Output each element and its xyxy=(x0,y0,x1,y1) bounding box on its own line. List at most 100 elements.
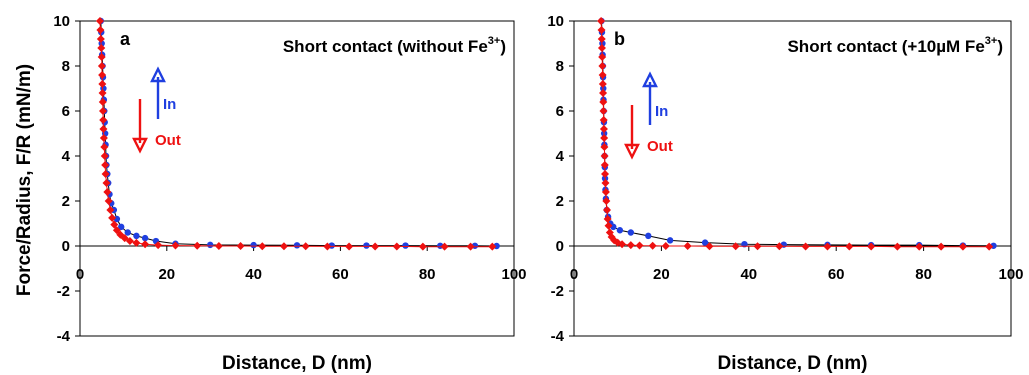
y-tick-label: 4 xyxy=(62,148,71,165)
series-out xyxy=(597,17,994,251)
data-point-out xyxy=(103,188,112,196)
data-point-out xyxy=(603,215,612,223)
data-point-out xyxy=(171,241,180,250)
data-point-in xyxy=(627,229,635,236)
y-tick-label: 6 xyxy=(556,103,564,120)
plot-frame xyxy=(573,20,1012,337)
y-tick-label: 8 xyxy=(62,58,70,75)
data-point-out xyxy=(301,242,310,251)
data-point-out xyxy=(599,98,608,106)
panel-title-main: Short contact (without Fe xyxy=(283,37,488,56)
data-point-out xyxy=(98,98,107,106)
data-point-out xyxy=(602,206,611,214)
data-point-out xyxy=(598,62,607,70)
out-arrowhead-icon xyxy=(624,143,640,160)
data-point-out xyxy=(598,71,607,79)
data-point-out xyxy=(466,242,475,251)
data-point-out xyxy=(626,241,635,250)
data-point-out xyxy=(753,242,762,251)
data-point-out xyxy=(601,170,610,178)
data-point-out xyxy=(106,206,115,214)
data-point-out xyxy=(597,26,606,34)
x-tick-label: 20 xyxy=(653,266,670,283)
data-point-out xyxy=(101,161,110,169)
y-tick-label: -2 xyxy=(551,283,564,300)
data-point-out xyxy=(96,26,105,34)
data-point-out xyxy=(661,242,670,250)
data-point-out xyxy=(323,242,332,251)
data-point-out xyxy=(601,188,610,196)
data-point-out xyxy=(99,134,108,142)
data-point-out xyxy=(98,89,107,97)
data-point-out xyxy=(915,242,924,251)
data-point-out xyxy=(823,242,832,251)
data-point-in xyxy=(124,229,131,236)
data-point-out xyxy=(99,116,108,124)
x-tick-label: 0 xyxy=(76,266,84,283)
data-point-out xyxy=(258,242,267,251)
data-point-out xyxy=(97,44,106,52)
data-point-out xyxy=(599,107,608,115)
data-point-out xyxy=(100,152,109,160)
data-point-out xyxy=(597,17,606,25)
y-tick-label: -4 xyxy=(551,328,565,345)
data-point-out xyxy=(705,242,714,251)
data-point-out xyxy=(867,242,876,251)
data-point-out xyxy=(937,242,946,251)
data-point-in xyxy=(293,242,301,249)
y-tick-label: 0 xyxy=(556,238,564,255)
data-point-out xyxy=(635,241,644,250)
data-point-out xyxy=(488,242,497,251)
x-tick-label: 80 xyxy=(419,266,436,283)
data-point-out xyxy=(683,242,692,250)
data-point-in xyxy=(616,227,624,234)
data-point-out xyxy=(731,242,740,251)
data-point-out xyxy=(100,143,109,151)
data-point-in xyxy=(402,242,409,249)
x-tick-label: 20 xyxy=(158,266,175,283)
data-point-in xyxy=(118,223,125,231)
data-point-out xyxy=(597,35,606,43)
data-point-out xyxy=(597,44,606,52)
data-point-out xyxy=(120,234,129,243)
data-point-out xyxy=(600,143,609,151)
data-point-out xyxy=(601,179,610,187)
data-point-in xyxy=(133,232,140,240)
data-point-out xyxy=(618,240,627,249)
in-arrowhead-icon xyxy=(642,71,658,88)
data-point-out xyxy=(125,237,134,246)
data-point-in xyxy=(701,239,709,246)
data-point-out xyxy=(604,221,613,230)
data-point-out xyxy=(214,242,223,250)
data-point-out xyxy=(193,241,202,250)
x-axis-title: Distance, D (nm) xyxy=(718,353,868,374)
y-tick-label: 2 xyxy=(62,193,70,210)
x-tick-label: 80 xyxy=(915,266,932,283)
y-tick-label: -4 xyxy=(57,328,71,345)
data-point-out xyxy=(132,238,141,247)
data-point-in xyxy=(207,241,214,249)
in-arrowhead-icon xyxy=(150,66,166,83)
out-arrowhead-icon xyxy=(132,137,148,154)
data-point-out xyxy=(141,240,150,249)
data-point-in xyxy=(666,237,674,244)
data-point-out xyxy=(236,242,245,250)
data-point-out xyxy=(110,220,119,229)
data-point-in xyxy=(645,232,652,240)
data-point-out xyxy=(418,242,427,251)
y-tick-label: 10 xyxy=(53,13,70,30)
panel-title-superscript: 3+ xyxy=(985,35,998,47)
data-point-out xyxy=(96,35,105,43)
y-tick-label: 4 xyxy=(556,148,565,165)
x-tick-label: 60 xyxy=(332,266,349,283)
data-point-out xyxy=(99,125,108,133)
data-point-out xyxy=(599,89,608,97)
data-point-out xyxy=(775,242,784,251)
panel-label: b xyxy=(614,29,625,49)
panel-title: Short contact (without Fe3+) xyxy=(283,35,506,56)
data-point-out xyxy=(154,241,163,250)
y-tick-label: 2 xyxy=(556,193,564,210)
data-point-in xyxy=(141,234,149,242)
